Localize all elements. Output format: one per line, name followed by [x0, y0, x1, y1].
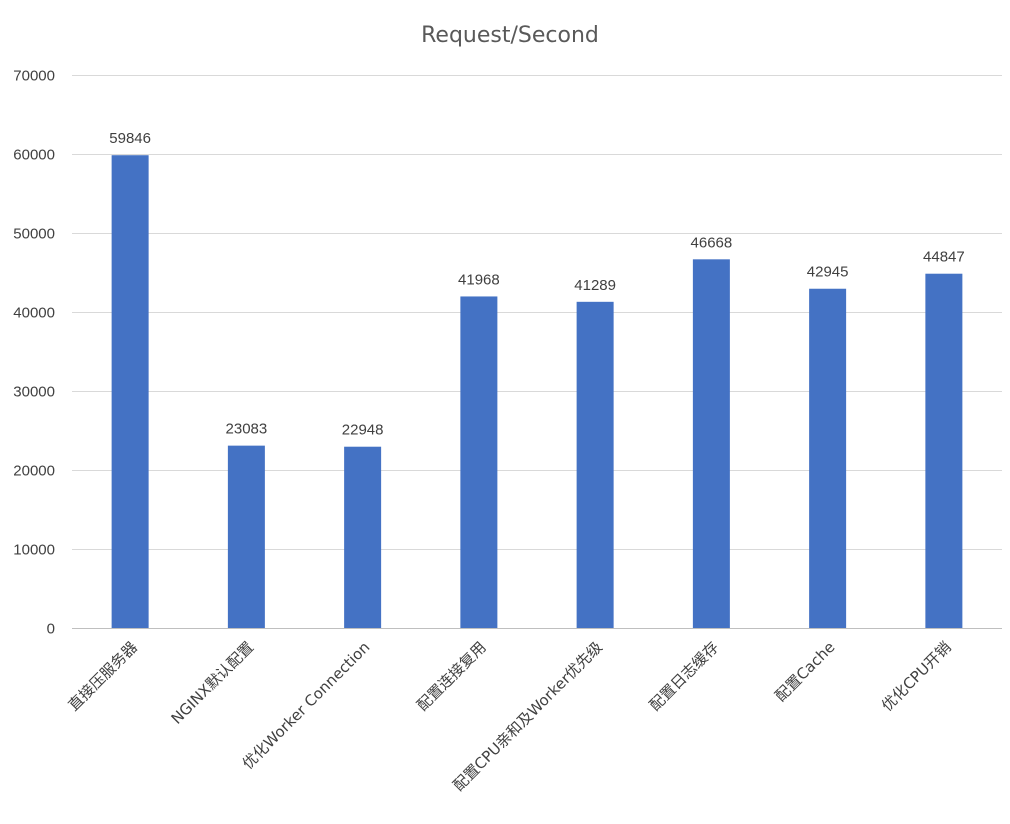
- x-tick-label: 优化CPU开销: [878, 638, 955, 715]
- gridlines: [72, 75, 1002, 629]
- y-axis-ticks: 0 10000 20000 30000 40000 50000 60000 70000: [13, 68, 55, 638]
- x-tick-label: 优化Worker Connection: [239, 638, 374, 773]
- y-tick-label: 20000: [13, 463, 55, 480]
- bar: [925, 273, 963, 628]
- y-tick-label: 30000: [13, 384, 55, 401]
- bar: [344, 446, 382, 628]
- data-label: 22948: [342, 422, 384, 439]
- bars: [111, 155, 963, 628]
- bar: [809, 288, 847, 628]
- x-tick-label: 配置连接复用: [413, 638, 489, 714]
- chart-title: Request/Second: [421, 23, 599, 48]
- data-label: 59846: [109, 130, 151, 147]
- x-tick-label: NGINX默认配置: [168, 638, 258, 728]
- data-label: 46668: [691, 234, 733, 251]
- y-tick-label: 10000: [13, 542, 55, 559]
- bar: [576, 301, 614, 628]
- data-label: 41968: [458, 271, 500, 288]
- y-tick-label: 0: [47, 621, 55, 638]
- bar: [227, 445, 265, 628]
- data-label: 23083: [226, 421, 268, 438]
- bar: [111, 155, 149, 628]
- y-tick-label: 70000: [13, 68, 55, 85]
- x-tick-label: 配置日志缓存: [646, 638, 722, 714]
- data-labels: 59846 23083 22948 41968 41289 46668 42945 44847: [109, 130, 964, 438]
- bar: [692, 259, 730, 628]
- data-label: 44847: [923, 249, 965, 266]
- data-label: 41289: [574, 277, 616, 294]
- y-tick-label: 60000: [13, 147, 55, 164]
- y-tick-label: 40000: [13, 305, 55, 322]
- x-tick-label: 直接压服务器: [65, 638, 141, 714]
- y-tick-label: 50000: [13, 226, 55, 243]
- bar: [460, 296, 498, 628]
- x-tick-label: 配置Cache: [772, 638, 839, 705]
- data-label: 42945: [807, 264, 849, 281]
